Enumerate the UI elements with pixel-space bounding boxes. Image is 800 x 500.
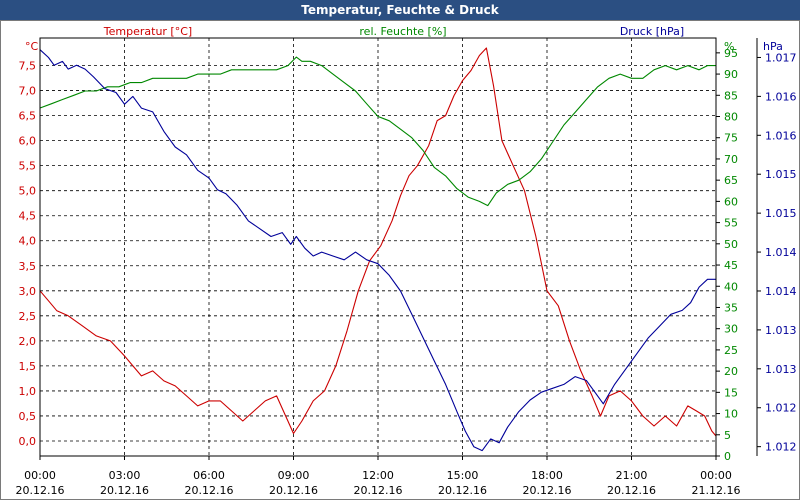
pressure-tick-label: 1.012 (765, 441, 797, 454)
pressure-tick-label: 1.017 (765, 51, 797, 64)
pressure-axis-label: Druck [hPa] (620, 25, 684, 38)
temperature-tick-label: 0,5 (19, 410, 37, 423)
humidity-tick-label: 55 (724, 217, 738, 230)
temperature-tick-label: 2,5 (19, 310, 37, 323)
temperature-tick-label: 2,0 (19, 335, 37, 348)
pressure-tick-label: 1.014 (765, 246, 797, 259)
humidity-axis-label: rel. Feuchte [%] (359, 25, 446, 38)
humidity-tick-label: 25 (724, 344, 738, 357)
humidity-unit: % (724, 40, 734, 53)
humidity-tick-label: 65 (724, 174, 738, 187)
temperature-series-line (39, 47, 717, 437)
temperature-tick-label: 1,5 (19, 360, 37, 373)
pressure-tick-label: 1.016 (765, 129, 797, 142)
chart-title: Temperatur, Feuchte & Druck (0, 0, 800, 20)
x-tick-date: 20.12.16 (354, 484, 403, 497)
pressure-tick-label: 1.014 (765, 285, 797, 298)
temperature-tick-label: 6,0 (19, 135, 37, 148)
humidity-tick-label: 5 (724, 429, 731, 442)
pressure-tick-label: 1.016 (765, 90, 797, 103)
humidity-tick-label: 40 (724, 280, 738, 293)
x-tick-date: 21.12.16 (692, 484, 741, 497)
humidity-tick-label: 20 (724, 365, 738, 378)
humidity-tick-label: 0 (724, 450, 731, 463)
x-tick-date: 20.12.16 (523, 484, 572, 497)
x-tick-date: 20.12.16 (16, 484, 65, 497)
temperature-tick-label: 0,0 (19, 435, 37, 448)
humidity-tick-label: 50 (724, 238, 738, 251)
pressure-tick-label: 1.015 (765, 168, 797, 181)
x-tick-time: 12:00 (362, 469, 394, 482)
humidity-tick-label: 85 (724, 89, 738, 102)
temperature-tick-label: 3,0 (19, 285, 37, 298)
temperature-tick-label: 4,5 (19, 210, 37, 223)
temperature-tick-label: 5,5 (19, 160, 37, 173)
humidity-tick-label: 15 (724, 386, 738, 399)
humidity-tick-label: 45 (724, 259, 738, 272)
temperature-unit: °C (25, 40, 39, 53)
outer-border (0, 20, 800, 500)
humidity-tick-label: 80 (724, 111, 738, 124)
x-tick-date: 20.12.16 (438, 484, 487, 497)
humidity-series-line (39, 56, 716, 207)
humidity-tick-label: 30 (724, 323, 738, 336)
x-tick-time: 18:00 (531, 469, 563, 482)
axes-layer: 00:00 20.12.16 03:00 20.12.16 06:00 20.12.16 0… (16, 25, 797, 497)
x-tick-date: 20.12.16 (607, 484, 656, 497)
temperature-tick-label: 6,5 (19, 110, 37, 123)
x-tick-time: 15:00 (447, 469, 479, 482)
x-tick-date: 20.12.16 (100, 484, 149, 497)
humidity-tick-label: 95 (724, 47, 738, 60)
humidity-tick-label: 10 (724, 408, 738, 421)
humidity-tick-label: 60 (724, 195, 738, 208)
pressure-tick-label: 1.012 (765, 402, 797, 415)
pressure-unit: hPa (763, 40, 783, 53)
series-layer (39, 47, 717, 452)
x-tick-date: 20.12.16 (185, 484, 234, 497)
pressure-tick-label: 1.015 (765, 207, 797, 220)
x-tick-time: 03:00 (109, 469, 141, 482)
humidity-tick-label: 75 (724, 132, 738, 145)
x-tick-time: 00:00 (700, 469, 732, 482)
temperature-tick-label: 7,5 (19, 60, 37, 73)
pressure-tick-label: 1.013 (765, 324, 797, 337)
pressure-tick-label: 1.013 (765, 363, 797, 376)
temperature-tick-label: 1,0 (19, 385, 37, 398)
x-tick-time: 09:00 (278, 469, 310, 482)
x-tick-time: 00:00 (24, 469, 56, 482)
x-tick-time: 21:00 (616, 469, 648, 482)
humidity-tick-label: 90 (724, 68, 738, 81)
temperature-axis-label: Temperatur [°C] (103, 25, 192, 38)
x-tick-time: 06:00 (193, 469, 225, 482)
temperature-tick-label: 3,5 (19, 260, 37, 273)
grid (40, 38, 716, 456)
humidity-tick-label: 70 (724, 153, 738, 166)
humidity-tick-label: 35 (724, 301, 738, 314)
temperature-tick-label: 7,0 (19, 85, 37, 98)
pressure-series-line (39, 49, 716, 452)
temperature-tick-label: 4,0 (19, 235, 37, 248)
x-tick-date: 20.12.16 (269, 484, 318, 497)
temperature-tick-label: 5,0 (19, 185, 37, 198)
